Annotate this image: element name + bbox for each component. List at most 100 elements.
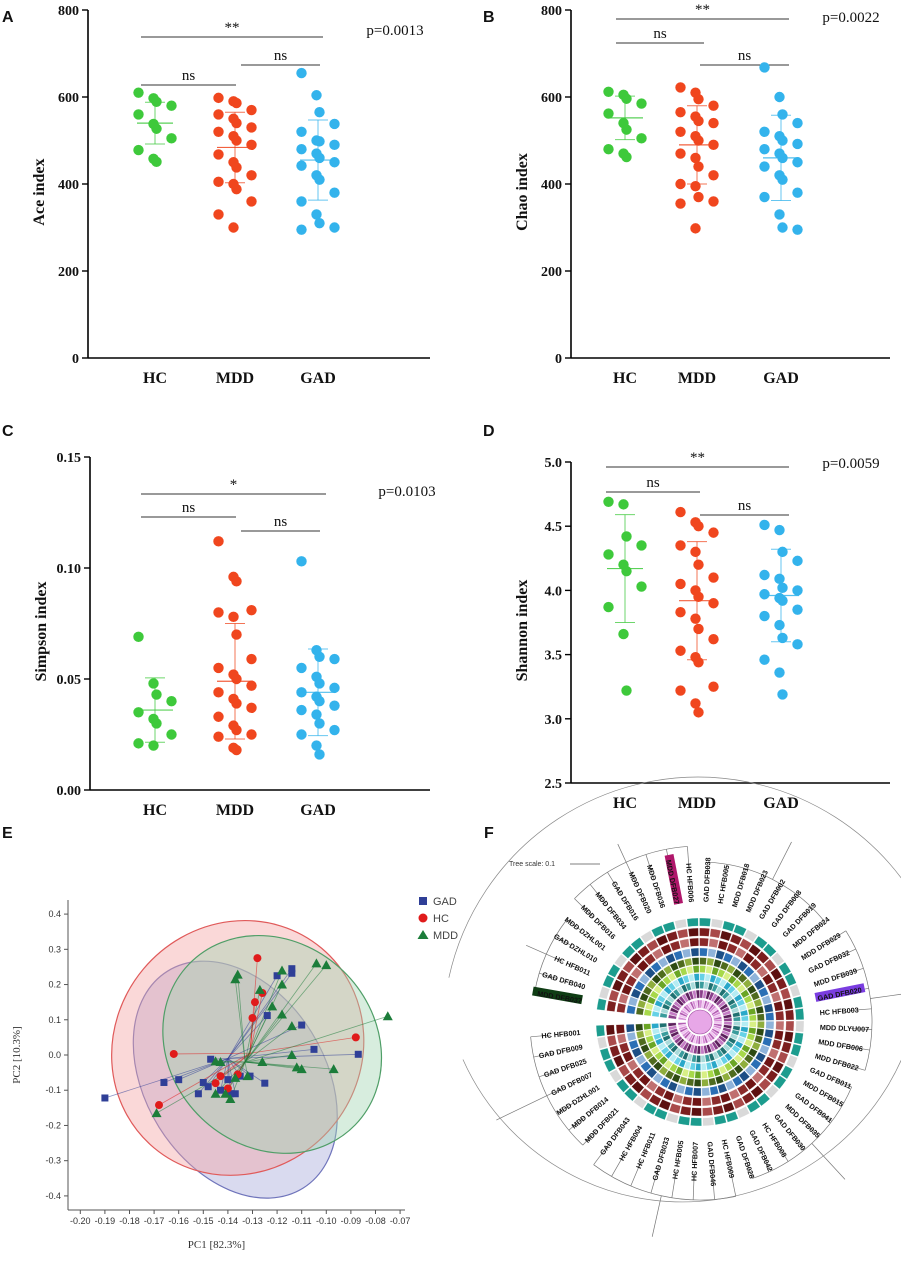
panel-f-ring-cell — [677, 1022, 687, 1026]
panel-f-ring-cell — [686, 917, 699, 927]
panel-f-ring-cell — [682, 1030, 690, 1038]
panel-b-point-mdd — [675, 148, 686, 159]
panel-f-ring-cell — [646, 979, 657, 990]
panel-b-point-gad — [777, 109, 788, 120]
panel-f-ring-cell — [645, 1035, 655, 1044]
panel-f-ring-cell — [790, 1043, 802, 1057]
panel-f-ring-cell — [646, 939, 660, 952]
panel-c-y-tick-label: 0.15 — [57, 451, 82, 466]
panel-f-ring-cell — [724, 994, 734, 1003]
panel-f-ring-cell — [683, 1005, 691, 1013]
panel-f-ring-cell — [701, 1097, 712, 1107]
panel-f-ring-cell — [673, 1047, 682, 1056]
panel-e-spoke-mdd — [244, 970, 283, 1063]
panel-d-point-mdd — [675, 607, 686, 618]
panel-f-ring-cell — [765, 1021, 775, 1030]
panel-e-point-mdd — [286, 1021, 297, 1031]
panel-e-spoke-mdd — [156, 1061, 246, 1114]
panel-f-branch — [582, 1130, 597, 1146]
panel-f-ring-cell — [738, 1004, 748, 1012]
panel-f-ring-cell — [725, 1040, 734, 1049]
panel-f-branch — [775, 883, 782, 893]
panel-b-point-gad — [792, 138, 803, 150]
panel-f-ring-cell — [726, 964, 736, 975]
panel-e-spoke-mdd — [244, 984, 283, 1063]
panel-f-ring-cell — [659, 990, 669, 999]
panel-f-ring-cell — [713, 995, 721, 1004]
panel-f-ring-cell — [664, 1050, 674, 1060]
panel-c-point-gad — [314, 678, 325, 689]
panel-f-ring-cell — [691, 1054, 697, 1063]
panel-f-ring-cell — [681, 993, 689, 1003]
panel-f-ring-cell — [733, 993, 743, 1003]
panel-f-ring-cell — [755, 1051, 767, 1063]
panel-c-point-hc — [133, 738, 144, 749]
panel-f-ring-cell — [653, 984, 663, 995]
panel-f-ring-cell — [703, 1034, 709, 1044]
panel-e-legend-label: GAD — [433, 896, 457, 908]
panel-b-point-gad — [759, 62, 770, 73]
panel-f-ring-cell — [668, 1014, 677, 1020]
panel-f-branch — [804, 907, 812, 915]
panel-f-ring-cell — [729, 1033, 739, 1041]
panel-f-branch — [645, 854, 655, 880]
panel-f-ring-cell — [679, 1105, 692, 1116]
panel-f-ring-cell — [673, 969, 682, 979]
panel-c-simpson-chart: 0.00 0.05 0.10 0.15 Simpson index HC MDD GAD p=0… — [33, 451, 436, 819]
panel-f-ring-cell — [694, 1071, 702, 1079]
panel-d-point-mdd — [708, 633, 719, 645]
panel-f-ring-cell — [670, 1044, 679, 1054]
panel-f-ring-cell — [643, 1023, 652, 1031]
panel-e-point-hc — [211, 1079, 220, 1088]
panel-f-ring-cell — [771, 1039, 782, 1051]
panel-f-ring-cell — [780, 1041, 792, 1054]
panel-b-point-hc — [636, 98, 647, 109]
panel-c-point-hc — [133, 707, 144, 718]
panel-f-ring-cell — [785, 1054, 798, 1069]
panel-f-branch — [650, 1166, 659, 1194]
panel-c-point-mdd — [246, 604, 257, 616]
panel-f-ring-cell — [793, 1032, 804, 1045]
panel-a-point-gad — [314, 107, 325, 118]
panel-f-ring-cell — [695, 1035, 699, 1045]
panel-f-ring-cell — [701, 1087, 711, 1097]
panel-f-ring-cell — [685, 1032, 693, 1041]
panel-d-point-mdd — [675, 506, 686, 518]
panel-e-x-tick-label: -0.17 — [144, 1216, 165, 1226]
panel-c-point-mdd — [246, 680, 257, 691]
panel-c-point-mdd — [231, 698, 242, 709]
panel-f-ring-cell — [680, 984, 688, 993]
panel-f-ring-cell — [753, 998, 763, 1008]
panel-b-point-gad — [759, 191, 770, 203]
panel-f-ring-cell — [669, 1007, 679, 1014]
panel-f-ring-cell — [621, 983, 633, 996]
panel-f-ring-cell — [736, 998, 746, 1007]
panel-f-ring-cell — [663, 999, 673, 1007]
panel-f-ring-cell — [755, 1028, 765, 1037]
panel-a-point-mdd — [231, 162, 242, 173]
panel-f-ring-cell — [704, 1054, 711, 1063]
panel-f-ring-cell — [692, 965, 700, 974]
panel-f-ring-cell — [676, 928, 689, 939]
panel-a-point-mdd — [213, 92, 224, 104]
panel-f-ring-cell — [773, 1075, 787, 1090]
panel-f-ring-cell — [737, 973, 748, 984]
panel-f-ring-cell — [679, 1011, 688, 1018]
panel-f-ring-cell — [644, 967, 656, 979]
panel-e-y-tick-label: 0.2 — [48, 980, 61, 990]
panel-c-point-gad — [314, 651, 325, 662]
panel-f-ring-cell — [740, 989, 750, 999]
panel-f-ring-cell — [693, 1045, 698, 1054]
panel-f-ring-cell — [635, 1054, 647, 1066]
panel-a-point-gad — [296, 144, 307, 155]
panel-f-ring-cell — [677, 1049, 686, 1059]
panel-e-x-tick-label: -0.18 — [119, 1216, 140, 1226]
panel-e-point-mdd — [382, 1011, 393, 1021]
panel-f-ring-cell — [741, 1044, 751, 1054]
panel-f-ring-cell — [680, 1009, 689, 1016]
panel-d-pvalue: p=0.0059 — [822, 456, 879, 472]
panel-e-spoke-gad — [207, 1058, 229, 1087]
panel-f-ring-cell — [663, 985, 673, 995]
panel-c-point-mdd — [228, 611, 239, 623]
panel-f-branch — [779, 1148, 789, 1162]
